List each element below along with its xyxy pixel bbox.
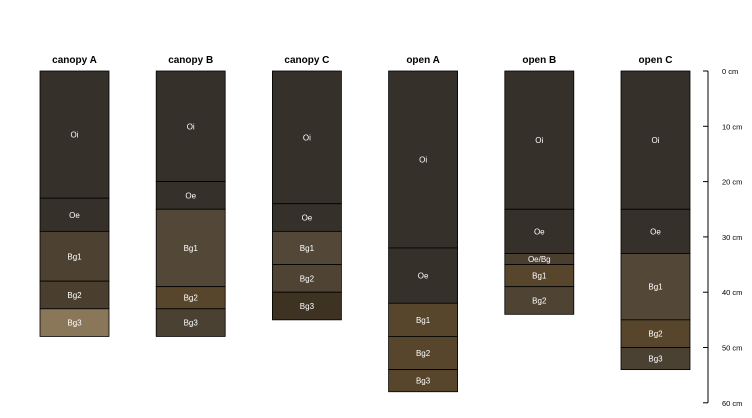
horizon-block bbox=[504, 286, 575, 315]
horizon-label: Bg3 bbox=[67, 319, 82, 328]
horizon-block bbox=[620, 347, 691, 371]
horizon-label: Bg3 bbox=[416, 377, 431, 386]
profile-title: open B bbox=[522, 55, 556, 66]
depth-tick-label: 40 cm bbox=[722, 288, 742, 297]
horizon-label: Oe bbox=[302, 214, 313, 223]
horizon-label: Oi bbox=[652, 136, 660, 145]
horizon-label: Bg2 bbox=[648, 330, 663, 339]
profile-title: canopy B bbox=[168, 55, 213, 66]
depth-tick-label: 0 cm bbox=[722, 67, 738, 76]
horizon-label: Bg1 bbox=[648, 283, 663, 292]
horizon-block bbox=[39, 308, 110, 337]
horizon-label: Bg1 bbox=[416, 316, 431, 325]
horizon-block bbox=[388, 336, 459, 371]
horizon-label: Oe bbox=[534, 227, 545, 236]
horizon-block bbox=[620, 253, 691, 321]
profile-title: open A bbox=[406, 55, 440, 66]
horizon-block bbox=[388, 302, 459, 337]
horizon-label: Oi bbox=[71, 131, 79, 140]
horizon-block bbox=[504, 208, 575, 254]
profiles-layer: canopy A Oi Oe Bg1 Bg2 Bg3 canopy B Oi Oe Bg1 Bg2 B… bbox=[39, 55, 691, 393]
horizon-label: Oe bbox=[69, 211, 80, 220]
profile-title: canopy C bbox=[284, 55, 329, 66]
profile-title: canopy A bbox=[52, 55, 97, 66]
horizon-label: Bg1 bbox=[300, 244, 315, 253]
horizon-block bbox=[388, 247, 459, 304]
horizon-label: Oe bbox=[650, 227, 661, 236]
horizon-label: Bg1 bbox=[67, 252, 82, 261]
profile-open-c: open C Oi Oe Bg1 Bg2 Bg3 bbox=[620, 55, 691, 371]
profile-canopy-b: canopy B Oi Oe Bg1 Bg2 Bg3 bbox=[155, 55, 226, 337]
horizon-block bbox=[39, 230, 110, 282]
depth-axis: 0 cm 10 cm 20 cm 30 cm 40 cm 50 cm 60 cm bbox=[703, 67, 742, 408]
horizon-block bbox=[271, 264, 342, 293]
horizon-label: Bg2 bbox=[184, 294, 199, 303]
horizon-block bbox=[388, 70, 459, 249]
horizon-block bbox=[388, 369, 459, 393]
horizon-block bbox=[155, 208, 226, 288]
horizon-label: Bg1 bbox=[184, 244, 199, 253]
profile-title: open C bbox=[639, 55, 673, 66]
horizon-block bbox=[620, 319, 691, 348]
horizon-block bbox=[155, 308, 226, 337]
horizon-block bbox=[39, 197, 110, 232]
depth-tick-label: 30 cm bbox=[722, 233, 742, 242]
horizon-label: Bg3 bbox=[648, 355, 663, 364]
horizon-block bbox=[39, 70, 110, 199]
horizon-label: Bg2 bbox=[532, 296, 547, 305]
profile-canopy-c: canopy C Oi Oe Bg1 Bg2 Bg3 bbox=[271, 55, 342, 321]
horizon-block bbox=[271, 230, 342, 265]
horizon-label: Bg3 bbox=[300, 302, 315, 311]
horizon-label: Oe bbox=[185, 191, 196, 200]
horizon-block bbox=[620, 208, 691, 254]
horizon-label: Oi bbox=[303, 133, 311, 142]
depth-tick-label: 10 cm bbox=[722, 122, 742, 131]
profile-open-a: open A Oi Oe Bg1 Bg2 Bg3 bbox=[388, 55, 459, 393]
horizon-block bbox=[271, 291, 342, 321]
horizon-label: Bg2 bbox=[300, 274, 315, 283]
horizon-block bbox=[39, 280, 110, 310]
horizon-block bbox=[504, 70, 575, 210]
horizon-label: Bg3 bbox=[184, 319, 199, 328]
horizon-label: Bg1 bbox=[532, 272, 547, 281]
horizon-block bbox=[271, 70, 342, 205]
depth-tick-label: 20 cm bbox=[722, 178, 742, 187]
horizon-block bbox=[620, 70, 691, 210]
horizon-label: Oi bbox=[535, 136, 543, 145]
horizon-label: Oe/Bg bbox=[528, 255, 551, 264]
depth-tick-label: 50 cm bbox=[722, 344, 742, 353]
depth-tick-label: 60 cm bbox=[722, 399, 742, 408]
horizon-label: Bg2 bbox=[416, 349, 431, 358]
horizon-block bbox=[155, 70, 226, 182]
profile-canopy-a: canopy A Oi Oe Bg1 Bg2 Bg3 bbox=[39, 55, 110, 337]
horizon-label: Bg2 bbox=[67, 291, 82, 300]
horizon-label: Oi bbox=[187, 122, 195, 131]
horizon-label: Oe bbox=[418, 272, 429, 281]
horizon-label: Oi bbox=[419, 155, 427, 164]
profile-open-b: open B Oi Oe Oe/Bg Bg1 Bg2 bbox=[504, 55, 575, 315]
